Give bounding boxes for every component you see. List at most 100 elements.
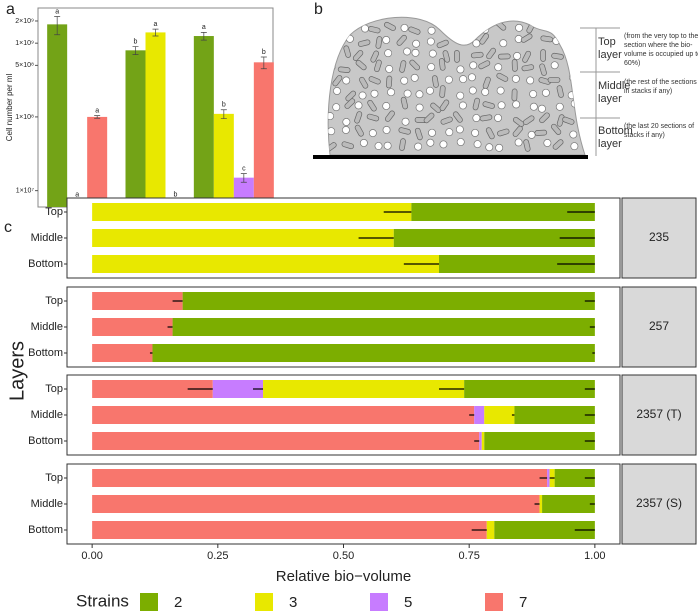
cell (582, 88, 585, 97)
cell (456, 36, 465, 45)
cell (547, 77, 561, 83)
cell (339, 23, 353, 32)
cell (358, 91, 367, 100)
legend-label: 7 (519, 594, 527, 611)
facet-label: 235 (649, 230, 669, 244)
bar-segment (486, 521, 495, 539)
cell (341, 126, 350, 134)
cell (328, 50, 334, 59)
cell (332, 75, 343, 87)
cell (512, 125, 523, 137)
cell (566, 35, 575, 44)
cell (552, 139, 564, 150)
cell (410, 73, 419, 82)
cells (328, 20, 585, 152)
y-tick-label: Top (45, 472, 63, 484)
legend-swatch (140, 593, 158, 611)
cell (414, 127, 423, 141)
cell (403, 89, 412, 98)
cell (442, 50, 451, 63)
facet-strip (621, 286, 697, 368)
cell (328, 112, 335, 121)
bar-segment (494, 521, 595, 539)
bar (87, 116, 108, 207)
bar-segment (542, 495, 595, 513)
bar-segment (514, 406, 595, 424)
significance-letter: b (134, 38, 138, 45)
cell (471, 128, 480, 137)
cell (368, 26, 381, 34)
bar-segment (464, 380, 595, 398)
cell (543, 139, 552, 147)
facet-strip (621, 197, 697, 279)
cell (374, 142, 383, 150)
cell (550, 61, 559, 70)
cell (400, 23, 409, 32)
bar (47, 24, 68, 207)
cell (396, 34, 407, 46)
cell (345, 34, 354, 43)
bar-segment (182, 292, 595, 310)
x-tick-label: 0.75 (458, 550, 479, 562)
cell (549, 21, 559, 34)
facet-strip (621, 463, 697, 545)
cell (415, 90, 424, 99)
cell (456, 65, 465, 74)
cell (427, 26, 436, 35)
cell (368, 76, 381, 85)
cell (409, 59, 421, 71)
cell (359, 76, 369, 89)
cell (526, 76, 535, 85)
cell (512, 100, 521, 109)
cell (426, 138, 435, 147)
cell (329, 24, 338, 33)
y-tick-label: Bottom (28, 524, 63, 536)
y-tick-label: Top (45, 206, 63, 218)
cell (370, 50, 380, 63)
cell (567, 91, 576, 100)
y-tick-label: 1×10⁸ (15, 114, 34, 121)
cell (399, 60, 407, 73)
cell (439, 140, 448, 149)
facet-label: 257 (649, 319, 669, 333)
cell (523, 115, 535, 126)
y-tick-label: Bottom (28, 258, 63, 270)
bar-segment (263, 380, 465, 398)
cell (473, 140, 482, 149)
layer-name: Middle layer (598, 80, 631, 105)
cell (398, 127, 411, 135)
y-tick-label: 1×10⁹ (15, 40, 34, 47)
cell (359, 139, 368, 147)
bar-segment (92, 495, 540, 513)
cell (431, 75, 439, 88)
x-axis-title: Relative bio−volume (276, 568, 412, 585)
cell (343, 45, 352, 58)
cell (344, 98, 356, 109)
y-tick-label: Middle (31, 321, 63, 333)
cell (456, 138, 465, 146)
y-tick-label: 1×10⁷ (16, 187, 35, 194)
cell (352, 50, 364, 61)
layer-brackets (580, 27, 620, 156)
cell (579, 51, 585, 60)
y-axis-title: Layers (6, 341, 28, 401)
cell (540, 49, 546, 62)
bar-segment (393, 229, 595, 247)
cell (511, 88, 518, 102)
panel-label: c (4, 219, 12, 236)
cell (499, 39, 508, 48)
y-tick-label: 2×10⁹ (15, 18, 34, 25)
error-bar (260, 56, 267, 70)
bar-segment (479, 432, 482, 450)
bar (193, 36, 214, 207)
cell (400, 76, 409, 85)
cell (427, 63, 436, 72)
bar (125, 50, 146, 208)
cell (485, 143, 494, 152)
cell (511, 59, 518, 72)
cell (527, 130, 536, 139)
cell (551, 123, 562, 135)
cell (539, 112, 550, 124)
cell (341, 141, 354, 150)
cell (387, 88, 395, 97)
